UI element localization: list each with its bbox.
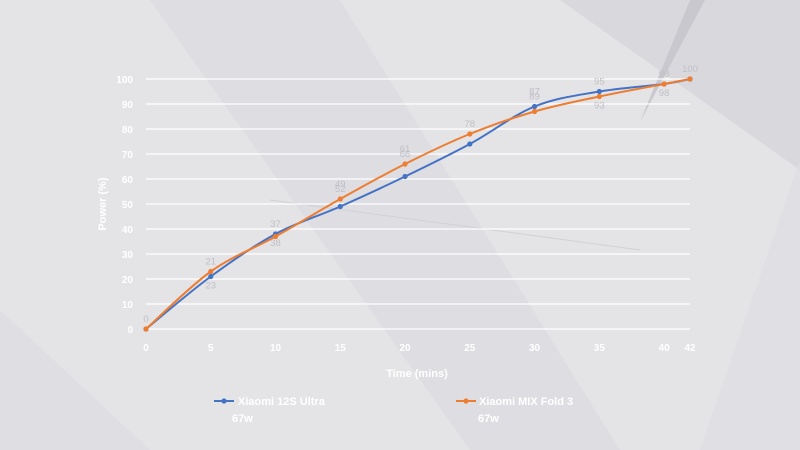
data-point-series-1[interactable] [596, 88, 602, 95]
x-tick-label: 20 [399, 343, 411, 354]
x-tick-label: 15 [335, 343, 347, 354]
y-tick-label: 40 [122, 225, 134, 236]
data-label: 49 [335, 179, 346, 190]
series-line-2 [145, 78, 691, 330]
data-point-series-2[interactable] [272, 233, 279, 240]
y-axis-ticks: 0 10 20 30 40 50 60 70 80 90 100 [116, 75, 133, 336]
legend-label-series-2: Xiaomi MIX Fold 3 [479, 396, 573, 408]
data-point-series-2[interactable] [467, 131, 473, 137]
data-label: 98 [659, 69, 670, 80]
data-label: 66 [400, 149, 411, 160]
series-lines [143, 76, 693, 332]
x-axis-ticks: 0 5 10 15 20 25 30 35 40 42 [143, 343, 696, 354]
data-label: 0 [143, 314, 148, 325]
y-tick-label: 50 [122, 200, 134, 211]
data-label: 37 [270, 219, 281, 230]
data-point-series-2[interactable] [208, 268, 214, 275]
data-point-series-1[interactable] [402, 173, 408, 180]
data-point-series-2[interactable] [531, 108, 538, 115]
series-line-1 [145, 78, 691, 330]
data-label: 23 [205, 281, 216, 292]
data-label: 100 [682, 64, 698, 75]
data-label: 93 [594, 101, 605, 112]
grid-lines [146, 78, 690, 330]
x-tick-label: 30 [529, 343, 541, 354]
y-axis-title: Power (%) [97, 177, 109, 231]
y-tick-label: 30 [122, 250, 134, 261]
y-tick-label: 70 [122, 150, 134, 161]
data-label: 98 [659, 88, 670, 99]
y-tick-label: 10 [122, 300, 134, 311]
legend: Xiaomi 12S Ultra 67w Xiaomi MIX Fold 3 6… [214, 396, 573, 425]
x-tick-label: 40 [659, 343, 671, 354]
x-tick-label: 35 [594, 343, 606, 354]
x-tick-label: 42 [684, 343, 696, 354]
y-tick-label: 90 [122, 100, 134, 111]
y-tick-label: 100 [116, 75, 133, 86]
data-label: 95 [594, 77, 605, 88]
data-point-series-1[interactable] [337, 203, 343, 210]
legend-sublabel-series-1: 67w [232, 413, 253, 425]
data-point-series-1[interactable] [467, 141, 473, 147]
data-point-series-2[interactable] [337, 196, 343, 202]
data-label: 52 [335, 184, 346, 195]
legend-item-series-2[interactable]: Xiaomi MIX Fold 3 67w [456, 396, 573, 425]
y-tick-label: 20 [122, 275, 134, 286]
data-point-series-2[interactable] [143, 326, 149, 332]
data-point-series-1[interactable] [531, 103, 538, 110]
y-tick-label: 0 [127, 325, 133, 336]
data-label: 87 [529, 87, 540, 98]
data-point-series-1[interactable] [208, 273, 214, 280]
data-label: 38 [270, 238, 281, 249]
data-label: 21 [205, 257, 216, 268]
data-point-series-2[interactable] [661, 81, 667, 87]
legend-marker-series-2 [463, 398, 469, 404]
x-axis-title: Time (mins) [386, 368, 448, 380]
legend-label-series-1: Xiaomi 12S Ultra [238, 396, 326, 408]
x-tick-label: 10 [270, 343, 282, 354]
data-label: 78 [465, 119, 476, 130]
y-tick-label: 60 [122, 175, 134, 186]
data-point-series-2[interactable] [596, 93, 602, 100]
x-tick-label: 25 [464, 343, 476, 354]
x-tick-label: 5 [208, 343, 214, 354]
data-point-series-2[interactable] [687, 76, 693, 82]
legend-item-series-1[interactable]: Xiaomi 12S Ultra 67w [214, 396, 326, 425]
legend-marker-series-1 [221, 398, 227, 404]
x-tick-label: 0 [143, 343, 149, 354]
legend-sublabel-series-2: 67w [478, 413, 499, 425]
data-point-series-2[interactable] [402, 161, 408, 167]
data-label: 89 [529, 92, 540, 103]
y-tick-label: 80 [122, 125, 134, 136]
data-label: 61 [400, 144, 411, 155]
